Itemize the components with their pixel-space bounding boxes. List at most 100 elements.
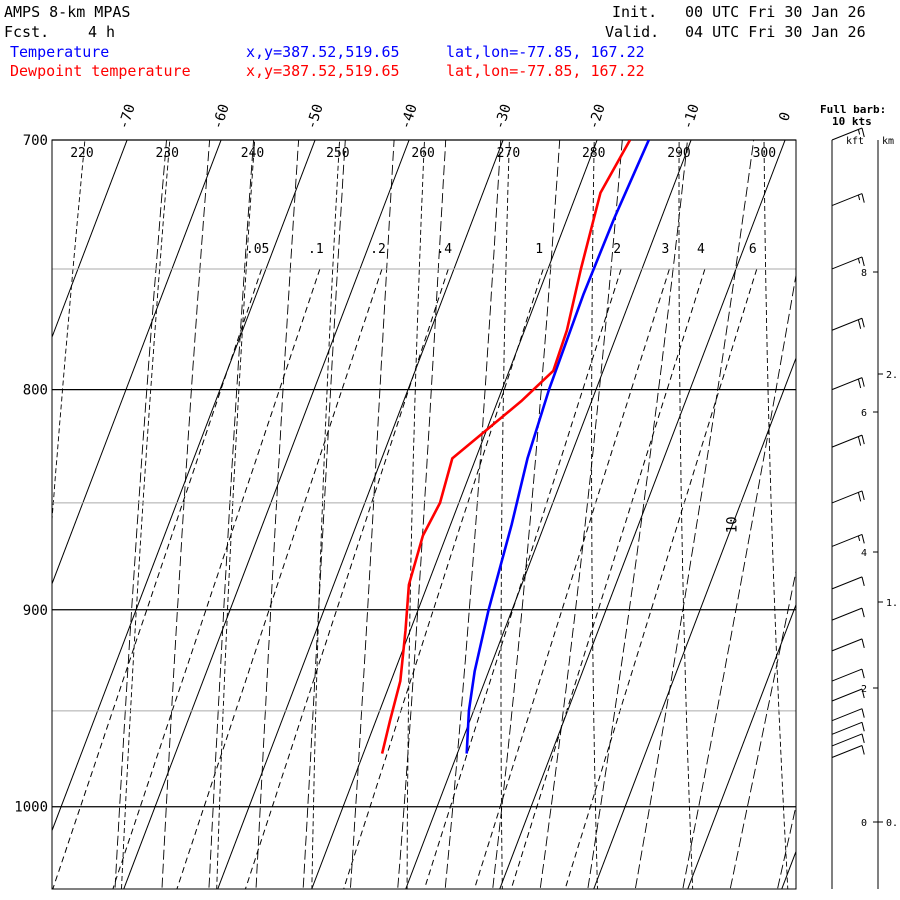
wind-barb-feather (857, 436, 862, 446)
kft-tick-label: 8 (861, 268, 867, 279)
theta-label: 280 (582, 146, 605, 161)
mixing-ratio-label: 1 (535, 242, 543, 257)
temperature-tick-label: -70 (116, 102, 139, 131)
init-label: Init. (612, 3, 658, 21)
wind-barb-staff (831, 668, 863, 682)
wind-barb-staff (831, 127, 863, 141)
isotherm-line (52, 140, 128, 339)
wind-barb (831, 745, 865, 758)
legend-dewpoint-label: Dewpoint temperature (10, 62, 191, 80)
wind-barb-feather (861, 722, 865, 732)
dry-adiabat-line (52, 140, 86, 526)
wind-barb-staff (831, 256, 863, 270)
mixing-ratio-line (52, 268, 263, 889)
kft-tick-label: 4 (861, 548, 867, 559)
wind-barb-feather (857, 258, 861, 264)
wind-barb (831, 377, 865, 391)
temperature-tick-label: 0 (776, 110, 794, 123)
wind-barb-feather (861, 127, 865, 138)
isotherm-line (123, 140, 410, 889)
mixing-ratio-line (343, 268, 544, 889)
wind-barb-feather (857, 129, 861, 135)
init-value: 00 UTC Fri 30 Jan 26 (685, 3, 866, 21)
wind-barb-feather (861, 490, 865, 501)
moist-adiabat-line (255, 140, 300, 889)
mixing-ratio-line (564, 268, 758, 889)
dry-adiabat-line (311, 140, 341, 889)
wind-barb (831, 668, 865, 682)
legend-temperature-xy: x,y=387.52,519.65 (246, 43, 400, 61)
mixing-ratio-label: 4 (697, 242, 705, 257)
dewpoint-profile-line (380, 140, 632, 754)
wind-barb (831, 256, 865, 270)
temperature-profile-line (465, 140, 650, 754)
wind-barb-staff (831, 317, 863, 331)
moist-adiabat-line (302, 140, 346, 889)
wind-barb-feather (861, 435, 865, 445)
moist-adiabat-line (539, 140, 623, 889)
legend-dewpoint-xy: x,y=387.52,519.65 (246, 62, 400, 80)
kft-label: kft (846, 136, 864, 147)
wind-barb (831, 688, 865, 702)
mixing-ratio-label: .05 (246, 242, 269, 257)
legend-temperature-label: Temperature (10, 43, 110, 61)
wind-panel: kft km 8 6 4 2 0 2. 1. 0. (831, 127, 898, 889)
isotherm-line (405, 140, 692, 889)
wind-barb-feather (857, 319, 862, 329)
dry-adiabat-line (500, 140, 510, 889)
kft-tick-label: 6 (861, 408, 867, 419)
isopleths (0, 30, 900, 900)
wind-panel-title-2: 10 kts (832, 115, 872, 128)
wind-barb-feather (861, 534, 865, 544)
mixing-ratio-label: .4 (436, 242, 452, 257)
moist-adiabat-line (682, 272, 796, 889)
theta-label: 230 (155, 146, 178, 161)
wind-barb-feather (861, 733, 865, 744)
valid-value: 04 UTC Fri 30 Jan 26 (685, 23, 866, 41)
temperature-tick-label: -20 (586, 102, 609, 131)
wind-barb-feather (861, 708, 865, 718)
dry-adiabat-line (0, 30, 12, 900)
wind-barb (831, 721, 865, 735)
mixing-ratio-line (473, 268, 670, 889)
dry-adiabat-line (847, 30, 885, 900)
mixing-ratio-line (112, 268, 321, 889)
isotherm-line (593, 356, 796, 889)
wind-barb (831, 317, 865, 331)
isobars (52, 139, 796, 808)
wind-barb-staff (831, 607, 863, 621)
mixing-ratio-label: 2 (613, 242, 621, 257)
km-label: km (882, 136, 894, 147)
moist-adiabat-line (587, 140, 688, 889)
moist-adiabat-line (819, 30, 900, 900)
mixing-ratio-label: .2 (370, 242, 386, 257)
wind-barb-feather (857, 378, 862, 389)
wind-barb-staff (831, 638, 863, 652)
temperature-tick-label: -50 (304, 102, 327, 131)
moist-adiabat-line (777, 803, 796, 889)
wind-barb-staff (831, 708, 863, 722)
wind-barb-staff (831, 688, 863, 702)
theta-label: 250 (326, 146, 349, 161)
labels: 700 800 900 1000 -70 -60 -50 -40 -30 -20 -10 0 10 220… (14, 102, 794, 815)
wind-panel-title-1: Full barb: (820, 103, 887, 116)
theta-label: 300 (753, 146, 776, 161)
dry-adiabat-line (216, 140, 256, 889)
wind-barb-feather (861, 688, 865, 699)
temperature-tick-label: -30 (492, 102, 515, 131)
isotherm-line (781, 850, 796, 889)
temperature-tick-label: -60 (210, 102, 233, 131)
wind-barb (831, 434, 865, 448)
moist-adiabat-line (208, 140, 255, 889)
pressure-tick-label: 800 (23, 383, 48, 399)
dry-adiabat-line (591, 140, 598, 889)
mixing-ratio-line (510, 268, 706, 889)
wind-barb-staff (831, 533, 863, 547)
wind-barb-feather (861, 576, 865, 587)
dry-adiabat-line (763, 140, 789, 889)
wind-barb-staff (831, 434, 863, 448)
moist-adiabat-line (492, 140, 561, 889)
profiles (380, 140, 650, 754)
legend-dewpoint-latlon: lat,lon=-77.85, 167.22 (446, 62, 645, 80)
kft-tick-label: 0 (861, 818, 867, 829)
